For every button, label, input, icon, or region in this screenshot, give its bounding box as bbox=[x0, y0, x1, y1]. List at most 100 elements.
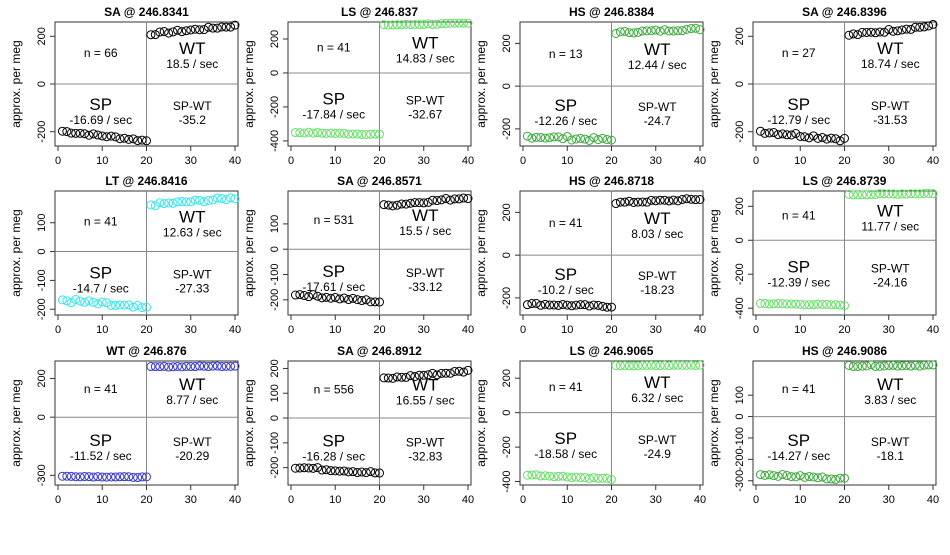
sp-data-point bbox=[769, 471, 779, 481]
y-tick-label: 100 bbox=[269, 215, 281, 233]
chart-title: HS @ 246.9086 bbox=[802, 344, 887, 358]
x-tick-label: 30 bbox=[883, 494, 895, 506]
sp-data-point bbox=[111, 132, 121, 142]
diff-value: -31.53 bbox=[873, 113, 907, 127]
x-tick-label: 0 bbox=[288, 494, 294, 506]
wt-data-point bbox=[230, 20, 240, 30]
y-tick-label: 200 bbox=[36, 369, 48, 387]
wt-data-point bbox=[629, 361, 639, 371]
sp-data-point bbox=[536, 132, 546, 142]
wt-data-point bbox=[915, 361, 925, 371]
sp-data-point bbox=[598, 301, 608, 311]
wt-data-point bbox=[862, 361, 872, 371]
wt-data-point bbox=[459, 367, 469, 377]
wt-data-point bbox=[901, 360, 911, 370]
sp-data-point bbox=[826, 300, 836, 310]
sp-data-point bbox=[299, 291, 309, 301]
sp-data-point bbox=[536, 300, 546, 310]
wt-data-point bbox=[906, 189, 916, 199]
y-axis-label: approx. per meg bbox=[474, 209, 488, 296]
wt-data-point bbox=[155, 198, 165, 208]
sp-data-point bbox=[370, 129, 380, 139]
wt-data-point bbox=[611, 28, 621, 38]
wt-data-point bbox=[212, 193, 222, 203]
wt-data-point bbox=[879, 27, 889, 37]
y-tick-label: 200 bbox=[734, 27, 746, 45]
sp-data-point bbox=[66, 471, 76, 481]
wt-data-point bbox=[159, 199, 169, 209]
x-tick-label: 40 bbox=[927, 155, 939, 167]
sp-data-point bbox=[335, 466, 345, 476]
sp-data-point bbox=[75, 296, 85, 306]
y-tick-label: 200 bbox=[501, 369, 513, 387]
wt-data-point bbox=[655, 26, 665, 36]
wt-data-point bbox=[397, 372, 407, 382]
sp-data-point bbox=[124, 300, 134, 310]
x-tick-label: 0 bbox=[55, 324, 61, 336]
y-tick-label: 0 bbox=[269, 415, 281, 421]
diff-label: SP-WT bbox=[173, 435, 212, 449]
sp-data-point bbox=[840, 301, 849, 311]
sp-data-point bbox=[304, 292, 314, 302]
sp-data-point bbox=[71, 295, 81, 305]
sp-data-point bbox=[348, 467, 358, 477]
sp-data-point bbox=[598, 473, 608, 483]
sp-data-point bbox=[304, 463, 314, 473]
sp-data-point bbox=[536, 471, 546, 481]
sp-data-point bbox=[553, 471, 563, 481]
wt-data-point bbox=[432, 370, 442, 380]
diff-value: -18.23 bbox=[640, 283, 674, 297]
diff-value: -32.83 bbox=[408, 450, 442, 464]
sp-data-point bbox=[835, 473, 845, 483]
wt-data-point bbox=[450, 194, 460, 204]
wt-label: WT bbox=[412, 33, 438, 52]
x-tick-label: 0 bbox=[288, 324, 294, 336]
sp-data-point bbox=[553, 300, 563, 310]
x-tick-label: 10 bbox=[561, 494, 573, 506]
sp-data-point bbox=[562, 472, 572, 482]
sp-data-point bbox=[326, 128, 336, 138]
wt-data-point bbox=[620, 197, 630, 207]
wt-data-point bbox=[217, 194, 227, 204]
x-tick-label: 10 bbox=[329, 494, 341, 506]
diff-label: SP-WT bbox=[406, 266, 445, 280]
wt-data-point bbox=[884, 25, 894, 35]
sp-data-point bbox=[545, 471, 555, 481]
wt-data-point bbox=[646, 195, 656, 205]
diff-label: SP-WT bbox=[406, 436, 445, 450]
wt-data-point bbox=[155, 27, 165, 37]
wt-data-point bbox=[677, 194, 687, 204]
sp-label: SP bbox=[322, 432, 345, 451]
wt-data-point bbox=[655, 361, 665, 371]
wt-data-point bbox=[181, 197, 191, 207]
sp-data-point bbox=[84, 296, 94, 306]
sp-data-point bbox=[313, 463, 323, 473]
sp-data-point bbox=[607, 302, 616, 312]
sp-data-point bbox=[531, 298, 541, 308]
y-tick-label: -200 bbox=[269, 96, 281, 118]
wt-data-point bbox=[441, 18, 451, 28]
y-tick-label: 0 bbox=[269, 70, 281, 76]
diff-value: -27.33 bbox=[175, 281, 209, 295]
wt-data-point bbox=[884, 360, 894, 370]
x-tick-label: 30 bbox=[883, 155, 895, 167]
wt-data-point bbox=[642, 26, 652, 36]
sp-data-point bbox=[607, 475, 616, 485]
wt-data-point bbox=[660, 25, 670, 35]
sp-data-point bbox=[97, 297, 107, 307]
wt-data-point bbox=[897, 25, 907, 35]
wt-data-point bbox=[879, 189, 889, 199]
wt-data-point bbox=[875, 361, 885, 371]
sp-data-point bbox=[62, 127, 72, 137]
wt-data-point bbox=[848, 362, 858, 372]
wt-data-point bbox=[866, 360, 876, 370]
wt-data-point bbox=[423, 370, 433, 380]
wt-data-point bbox=[445, 18, 455, 28]
diff-value: -24.16 bbox=[873, 276, 907, 290]
sp-data-point bbox=[106, 300, 116, 310]
wt-data-point bbox=[620, 360, 630, 370]
wt-data-point bbox=[928, 360, 938, 370]
wt-label: WT bbox=[179, 375, 205, 394]
sp-data-point bbox=[584, 474, 594, 484]
sp-data-point bbox=[791, 472, 801, 482]
